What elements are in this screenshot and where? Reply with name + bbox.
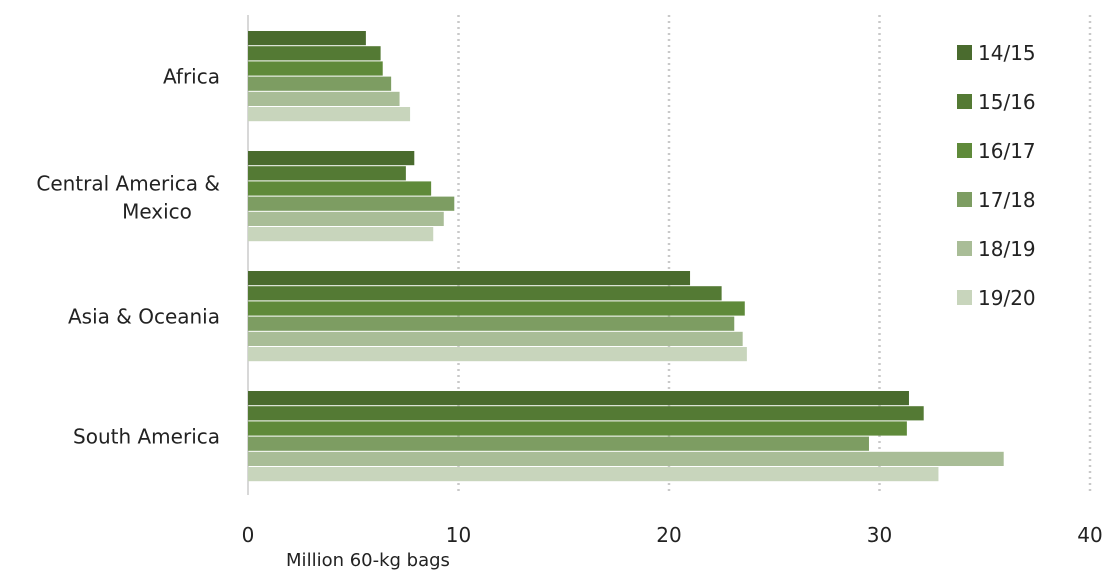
bar bbox=[248, 331, 743, 346]
bar bbox=[248, 451, 1004, 466]
legend-item: 17/18 bbox=[957, 188, 1036, 212]
x-axis-label: Million 60-kg bags bbox=[286, 550, 450, 570]
bar bbox=[248, 61, 383, 76]
x-tick-label: 20 bbox=[656, 523, 681, 547]
bar bbox=[248, 46, 381, 61]
legend-swatch bbox=[957, 192, 972, 207]
bar bbox=[248, 211, 444, 226]
bar bbox=[248, 91, 400, 106]
bar bbox=[248, 151, 415, 166]
bar bbox=[248, 196, 455, 211]
bar bbox=[248, 347, 747, 362]
bar bbox=[248, 391, 909, 406]
legend-label: 15/16 bbox=[978, 90, 1036, 114]
legend-item: 18/19 bbox=[957, 237, 1036, 261]
bar bbox=[248, 271, 691, 286]
bar bbox=[248, 166, 406, 181]
x-tick-label: 0 bbox=[242, 523, 255, 547]
bars bbox=[248, 31, 1004, 482]
bar bbox=[248, 421, 907, 436]
bar bbox=[248, 406, 924, 421]
legend-label: 14/15 bbox=[978, 41, 1036, 65]
legend-item: 14/15 bbox=[957, 41, 1036, 65]
legend-swatch bbox=[957, 290, 972, 305]
bar bbox=[248, 227, 434, 242]
legend-label: 17/18 bbox=[978, 188, 1036, 212]
gridlines bbox=[247, 15, 1092, 495]
legend-swatch bbox=[957, 143, 972, 158]
x-tick-label: 40 bbox=[1077, 523, 1102, 547]
bar bbox=[248, 107, 411, 122]
x-tick-labels: 0 10 20 30 40 bbox=[242, 523, 1103, 547]
x-tick-label: 30 bbox=[867, 523, 892, 547]
category-label: South America bbox=[73, 425, 220, 449]
x-tick-label: 10 bbox=[446, 523, 471, 547]
legend-swatch bbox=[957, 45, 972, 60]
bar bbox=[248, 436, 869, 451]
legend: 14/15 15/16 16/17 17/18 18/19 19/20 bbox=[957, 41, 1036, 310]
bar bbox=[248, 316, 735, 331]
bar bbox=[248, 467, 939, 482]
legend-item: 15/16 bbox=[957, 90, 1036, 114]
legend-label: 16/17 bbox=[978, 139, 1036, 163]
legend-swatch bbox=[957, 94, 972, 109]
bar bbox=[248, 76, 392, 91]
legend-item: 19/20 bbox=[957, 286, 1036, 310]
legend-label: 18/19 bbox=[978, 237, 1036, 261]
category-label: Asia & Oceania bbox=[68, 305, 220, 329]
legend-label: 19/20 bbox=[978, 286, 1036, 310]
legend-item: 16/17 bbox=[957, 139, 1036, 163]
legend-swatch bbox=[957, 241, 972, 256]
bar bbox=[248, 286, 722, 301]
bar bbox=[248, 301, 745, 316]
category-label: Central America & Mexico bbox=[36, 172, 220, 224]
bar bbox=[248, 31, 366, 46]
category-label: Africa bbox=[163, 65, 220, 89]
category-labels: Africa Central America & Mexico Asia & Ocea… bbox=[36, 65, 220, 449]
bar bbox=[248, 181, 432, 196]
